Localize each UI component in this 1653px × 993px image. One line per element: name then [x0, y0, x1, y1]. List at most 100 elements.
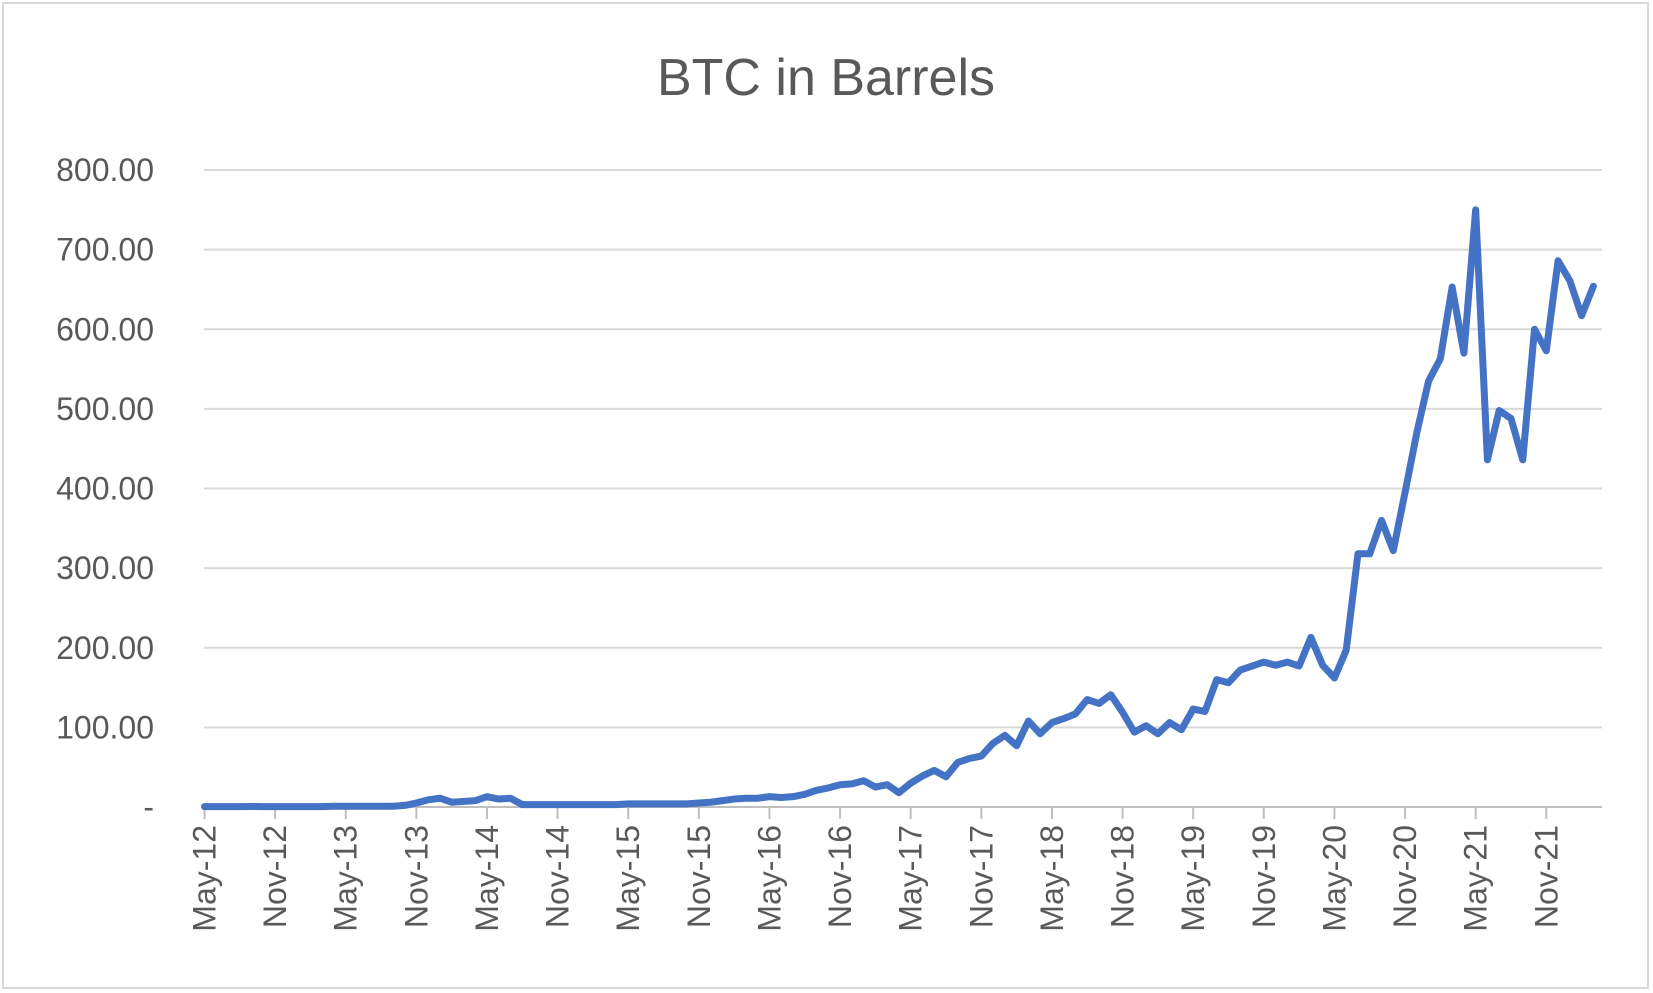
- data-point: [1048, 719, 1055, 726]
- data-point: [401, 802, 408, 809]
- data-point: [436, 795, 443, 802]
- data-point: [695, 800, 702, 807]
- x-tick-label: May-14: [469, 825, 505, 932]
- y-tick-label: 200.00: [56, 630, 154, 666]
- data-point: [1319, 662, 1326, 669]
- x-tick-label: Nov-16: [822, 825, 858, 928]
- y-tick-label: 300.00: [56, 550, 154, 586]
- data-point: [1366, 550, 1373, 557]
- data-point: [519, 801, 526, 808]
- data-point: [801, 791, 808, 798]
- data-point: [378, 803, 385, 810]
- data-point: [1402, 489, 1409, 496]
- data-point: [1107, 691, 1114, 698]
- data-point: [1331, 675, 1338, 682]
- data-point: [225, 803, 232, 810]
- data-point: [283, 803, 290, 810]
- data-point: [342, 803, 349, 810]
- data-point: [872, 784, 879, 791]
- data-point: [554, 801, 561, 808]
- x-tick-label: May-18: [1034, 825, 1070, 932]
- data-point: [778, 794, 785, 801]
- data-point: [448, 799, 455, 806]
- x-tick-label: Nov-18: [1105, 825, 1141, 928]
- data-point: [201, 803, 208, 810]
- data-point: [272, 803, 279, 810]
- data-point: [1178, 726, 1185, 733]
- data-point: [672, 800, 679, 807]
- data-point: [248, 803, 255, 810]
- data-point: [966, 755, 973, 762]
- data-point: [260, 803, 267, 810]
- data-point: [1578, 312, 1585, 319]
- data-point: [295, 803, 302, 810]
- data-point: [1437, 355, 1444, 362]
- data-point: [742, 795, 749, 802]
- data-point: [1013, 742, 1020, 749]
- data-point: [1084, 696, 1091, 703]
- data-point: [884, 781, 891, 788]
- data-point: [625, 800, 632, 807]
- data-point: [1025, 718, 1032, 725]
- data-point: [1555, 257, 1562, 264]
- data-point: [1201, 708, 1208, 715]
- data-point: [1072, 710, 1079, 717]
- data-point: [578, 801, 585, 808]
- data-point: [954, 759, 961, 766]
- data-point: [1190, 706, 1197, 713]
- series-layer: [201, 206, 1597, 811]
- x-tick-label: May-20: [1316, 825, 1352, 932]
- x-tick-label: May-19: [1175, 825, 1211, 932]
- x-tick-label: May-17: [893, 825, 929, 932]
- data-point: [1284, 659, 1291, 666]
- y-tick-label: 500.00: [56, 391, 154, 427]
- data-point: [495, 796, 502, 803]
- y-tick-label: 400.00: [56, 471, 154, 507]
- series-line: [201, 206, 1597, 811]
- data-point: [507, 795, 514, 802]
- data-point: [483, 793, 490, 800]
- chart-title: BTC in Barrels: [657, 49, 995, 107]
- data-point: [1413, 429, 1420, 436]
- data-point: [389, 803, 396, 810]
- data-point: [1425, 378, 1432, 385]
- data-point: [1131, 729, 1138, 736]
- data-point: [1307, 634, 1314, 641]
- data-point: [648, 800, 655, 807]
- data-point: [1249, 663, 1256, 670]
- x-tick-label: Nov-14: [540, 825, 576, 928]
- x-tick-label: May-16: [751, 825, 787, 932]
- data-point: [542, 801, 549, 808]
- data-point: [1343, 647, 1350, 654]
- data-point: [895, 789, 902, 796]
- data-point: [1166, 719, 1173, 726]
- data-point: [1237, 667, 1244, 674]
- x-tick-label: May-21: [1458, 825, 1494, 932]
- data-point: [943, 773, 950, 780]
- data-point: [1566, 277, 1573, 284]
- data-point: [330, 803, 337, 810]
- data-point: [731, 796, 738, 803]
- data-point: [1213, 676, 1220, 683]
- data-point: [1060, 715, 1067, 722]
- data-point: [1037, 730, 1044, 737]
- data-point: [754, 795, 761, 802]
- data-point: [978, 753, 985, 760]
- data-point: [860, 777, 867, 784]
- data-point: [601, 801, 608, 808]
- x-tick-label: Nov-17: [963, 825, 999, 928]
- data-point: [825, 784, 832, 791]
- data-point: [1543, 347, 1550, 354]
- y-tick-label: 700.00: [56, 232, 154, 268]
- y-axis-tick-labels: - 100.00 200.00 300.00 400.00 500.00 600.00 700…: [56, 152, 154, 825]
- data-point: [660, 800, 667, 807]
- data-point: [837, 781, 844, 788]
- data-point: [1378, 517, 1385, 524]
- data-point: [319, 803, 326, 810]
- x-tick-label: May-15: [610, 825, 646, 932]
- y-tick-label: -: [143, 789, 154, 825]
- x-tick-label: Nov-12: [257, 825, 293, 928]
- data-point: [684, 800, 691, 807]
- data-point: [236, 803, 243, 810]
